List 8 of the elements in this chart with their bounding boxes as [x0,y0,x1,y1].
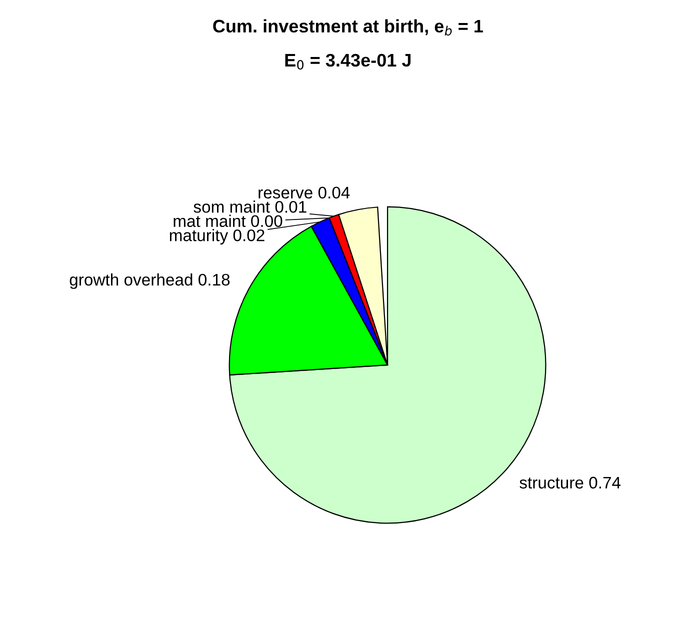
legend-label: mat maint 0.00 [174,214,282,228]
slice-label: growth overhead 0.18 [70,273,230,289]
slice-label: maturity 0.02 [170,229,264,245]
chart-subtitle: E$_{0}$ = 3.43e-01 J [285,54,411,70]
chart-title: Cum. investment at birth, e$_{b}$ = 1 [213,19,483,36]
slice-label: structure 0.74 [520,476,621,489]
slice-label: reserve 0.04 [258,186,350,199]
slice-label: som maint 0.01 [194,200,306,213]
